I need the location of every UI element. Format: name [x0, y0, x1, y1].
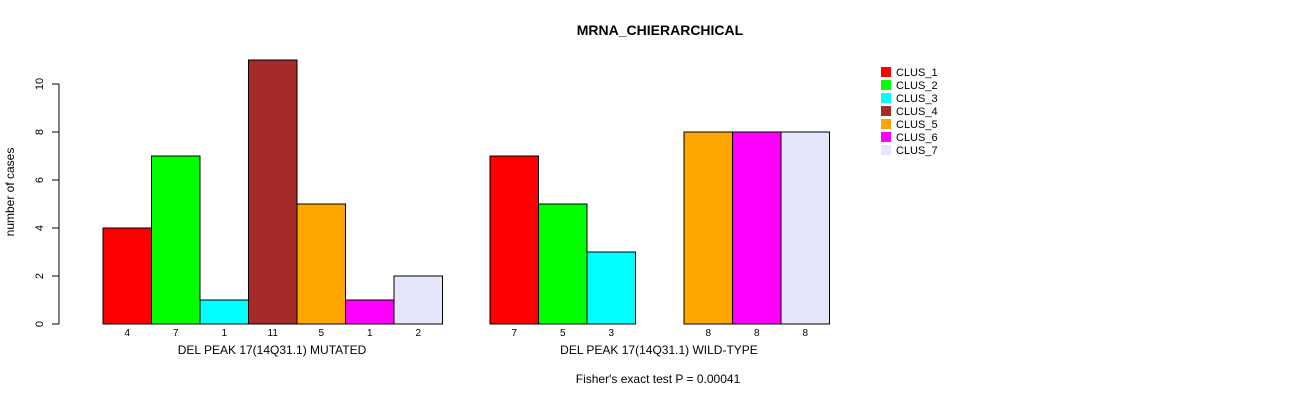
bar-count-label: 7 — [511, 328, 517, 339]
legend-label: CLUS_6 — [896, 132, 938, 144]
y-tick-label: 4 — [34, 225, 46, 231]
bar-count-label: 1 — [367, 328, 373, 339]
bar-count-label: 4 — [124, 328, 130, 339]
bar — [151, 155, 201, 325]
legend-swatch — [881, 67, 891, 77]
bar-count-label: 8 — [802, 328, 808, 339]
bar-count-label: 8 — [754, 328, 760, 339]
bar-count-label: 7 — [173, 328, 179, 339]
bar-count-label: 5 — [318, 328, 324, 339]
group-label: DEL PEAK 17(14Q31.1) WILD-TYPE — [560, 343, 758, 357]
y-tick-label: 6 — [34, 177, 46, 183]
legend-swatch — [881, 119, 891, 129]
bar — [683, 131, 733, 325]
bar — [296, 203, 346, 325]
legend-label: CLUS_5 — [896, 119, 938, 131]
legend-swatch — [881, 80, 891, 90]
legend: CLUS_1CLUS_2CLUS_3CLUS_4CLUS_5CLUS_6CLUS… — [881, 67, 938, 157]
legend-swatch — [881, 106, 891, 116]
legend-swatch — [881, 145, 891, 155]
y-tick-label: 10 — [34, 78, 46, 90]
legend-label: CLUS_3 — [896, 93, 938, 105]
bar — [393, 275, 443, 325]
bar-count-label: 3 — [608, 328, 614, 339]
bar — [538, 203, 588, 325]
y-tick-label: 0 — [34, 321, 46, 327]
footnote: Fisher's exact test P = 0.00041 — [576, 372, 741, 386]
y-axis-label: number of cases — [3, 148, 17, 237]
bar-count-label: 2 — [415, 328, 421, 339]
legend-label: CLUS_2 — [896, 80, 938, 92]
bar-count-label: 11 — [268, 328, 279, 339]
bar — [102, 227, 152, 325]
bar-count-label: 5 — [560, 328, 566, 339]
bar-count-label: 1 — [221, 328, 227, 339]
y-tick-label: 8 — [34, 129, 46, 135]
bar — [780, 131, 830, 325]
legend-label: CLUS_1 — [896, 67, 938, 79]
bar — [489, 155, 539, 325]
bar — [345, 299, 395, 325]
legend-label: CLUS_4 — [896, 106, 938, 118]
bar — [732, 131, 782, 325]
bar — [199, 299, 249, 325]
bar — [586, 251, 636, 325]
legend-swatch — [881, 93, 891, 103]
y-axis: 0 2 4 6 8 10 — [34, 78, 60, 327]
chart-title: MRNA_CHIERARCHICAL — [577, 22, 744, 38]
legend-swatch — [881, 132, 891, 142]
bar-count-label: 8 — [705, 328, 711, 339]
bar — [248, 59, 298, 325]
group-label: DEL PEAK 17(14Q31.1) MUTATED — [178, 343, 367, 357]
legend-label: CLUS_7 — [896, 145, 938, 157]
y-tick-label: 2 — [34, 273, 46, 279]
